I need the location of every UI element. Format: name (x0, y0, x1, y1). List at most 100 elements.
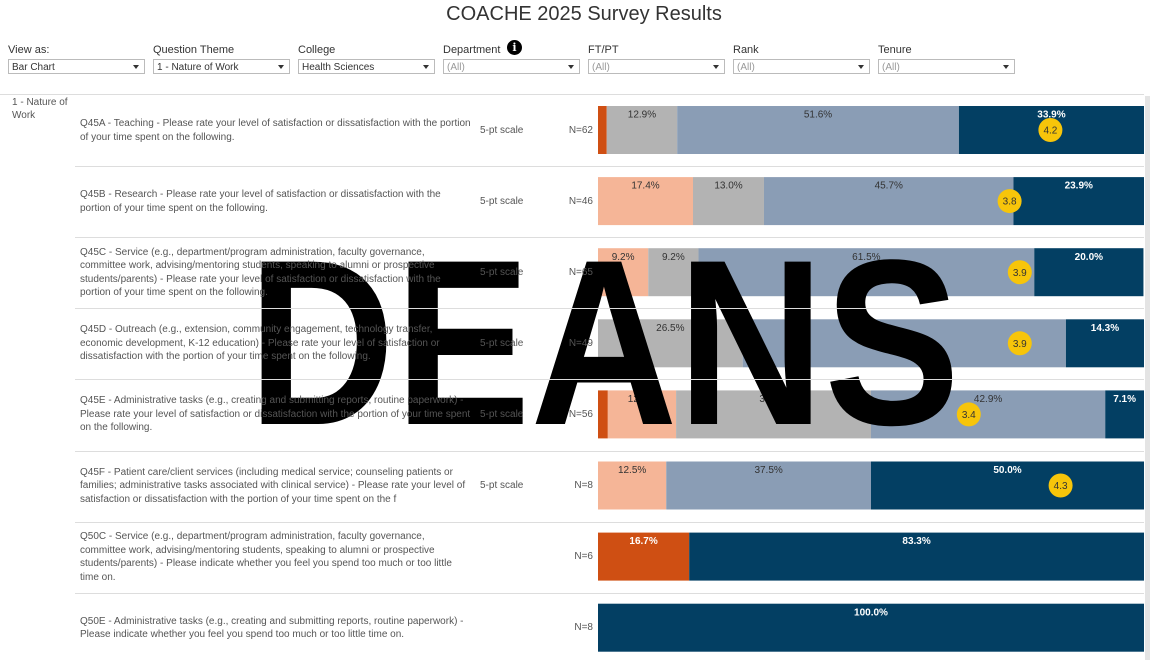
question-text: Q45D - Outreach (e.g., extension, commun… (80, 324, 440, 363)
dropdown-arrow (713, 65, 719, 69)
mean-marker (997, 189, 1022, 214)
bar-segment (1105, 390, 1144, 439)
filter-dropdown[interactable]: Bar Chart (8, 59, 145, 74)
mean-label: 3.9 (1013, 339, 1027, 350)
n-label: N=8 (574, 622, 593, 634)
value-label: 12.9% (628, 110, 656, 121)
filter-label: Question Theme (153, 44, 235, 56)
value-label: 33.9% (1037, 110, 1065, 121)
scale-label: 5-pt scale (480, 480, 524, 492)
value-label: 50.0% (993, 465, 1021, 476)
separator (75, 379, 1144, 381)
question-text: Q45C - Service (e.g., department/program… (80, 246, 441, 299)
filter-value: (All) (592, 62, 610, 73)
separator (75, 166, 1144, 168)
value-label: 83.3% (902, 536, 930, 547)
value-label: 37.5% (754, 465, 782, 476)
separator (75, 450, 1144, 452)
separator (0, 94, 1144, 95)
bar-segment (598, 106, 607, 154)
scrollbar[interactable] (1145, 96, 1150, 660)
question-text: Q45A - Teaching - Please rate your level… (80, 118, 471, 143)
value-label: 100.0% (854, 607, 888, 618)
info-icon[interactable]: i (507, 40, 522, 55)
filter-label: Tenure (878, 44, 912, 56)
separator (75, 592, 1144, 594)
question-text: Q45E - Administrative tasks (e.g., creat… (80, 395, 471, 434)
mean-marker (1038, 118, 1063, 142)
value-label: 20.0% (1075, 252, 1103, 263)
question-text: Q45B - Research - Please rate your level… (80, 189, 441, 214)
scale-label: 5-pt scale (480, 195, 524, 207)
value-label: 9.2% (662, 252, 685, 263)
n-label: N=56 (568, 408, 593, 420)
dropdown-arrow (858, 65, 864, 69)
n-label: N=65 (568, 266, 593, 278)
bar-segment (598, 177, 694, 226)
question-text: Q50C - Service (e.g., department/program… (80, 531, 452, 583)
question-text: Q45F - Patient care/client services (inc… (80, 466, 466, 505)
bar-segment (598, 603, 1144, 652)
separator (75, 308, 1144, 310)
scale-label: 5-pt scale (480, 408, 524, 420)
bar-segment (871, 461, 1144, 510)
value-label: 12.5% (618, 465, 646, 476)
value-label: 45.7% (875, 181, 903, 192)
value-label: 16.7% (629, 536, 657, 547)
scale-label: 5-pt scale (480, 266, 524, 278)
title: COACHE 2025 Survey Results (446, 3, 722, 25)
n-label: N=8 (574, 480, 593, 492)
value-label: 14.3% (1091, 323, 1119, 334)
filter-value: (All) (882, 62, 900, 73)
mean-marker (1007, 260, 1032, 285)
filter-label: Department (443, 44, 501, 56)
bar-segment (1065, 319, 1144, 368)
dropdown-arrow (568, 65, 574, 69)
bar-segment (607, 390, 677, 439)
filter-dropdown[interactable]: (All) (443, 59, 580, 74)
filter-label: College (298, 44, 336, 56)
bar-segment (598, 390, 608, 439)
filter-value: Health Sciences (302, 62, 375, 73)
mean-marker (1007, 331, 1032, 356)
n-label: N=49 (568, 337, 593, 349)
filter-dropdown[interactable]: (All) (588, 59, 725, 74)
bar-segment (598, 319, 743, 368)
dropdown-arrow (423, 65, 429, 69)
filter-dropdown[interactable]: 1 - Nature of Work (153, 59, 290, 74)
value-label: 42.9% (974, 394, 1002, 405)
filter-value: Bar Chart (12, 62, 55, 73)
value-label: 23.9% (1065, 181, 1093, 192)
value-label: 35.7% (759, 394, 787, 405)
bar-segment (648, 248, 699, 297)
separator (75, 521, 1144, 523)
value-label: 61.5% (852, 252, 880, 263)
value-label: 12.5% (628, 394, 656, 405)
dropdown-arrow (278, 65, 284, 69)
filter-dropdown[interactable]: (All) (878, 59, 1015, 74)
bar-segment (598, 248, 649, 297)
mean-label: 3.4 (962, 410, 976, 421)
filter-dropdown[interactable]: (All) (733, 59, 870, 74)
bar-segment (763, 177, 1014, 226)
n-label: N=62 (568, 124, 593, 136)
n-label: N=46 (568, 195, 593, 207)
value-label: 9.2% (612, 252, 635, 263)
bar-segment (693, 177, 764, 226)
value-label: 51.6% (804, 110, 832, 121)
bar-segment (698, 248, 1035, 297)
n-label: N=6 (574, 551, 593, 563)
separator (75, 237, 1144, 239)
bar-segment (1013, 177, 1144, 226)
bar-segment (871, 390, 1106, 439)
bar-segment (598, 532, 690, 581)
bar-segment (598, 461, 667, 510)
value-label: 7.1% (1113, 394, 1136, 405)
mean-marker (956, 402, 981, 427)
filter-value: (All) (737, 62, 755, 73)
filter-value: 1 - Nature of Work (157, 62, 239, 73)
filter-dropdown[interactable]: Health Sciences (298, 59, 435, 74)
bar-segment (677, 106, 959, 154)
value-label: 26.5% (656, 323, 684, 334)
